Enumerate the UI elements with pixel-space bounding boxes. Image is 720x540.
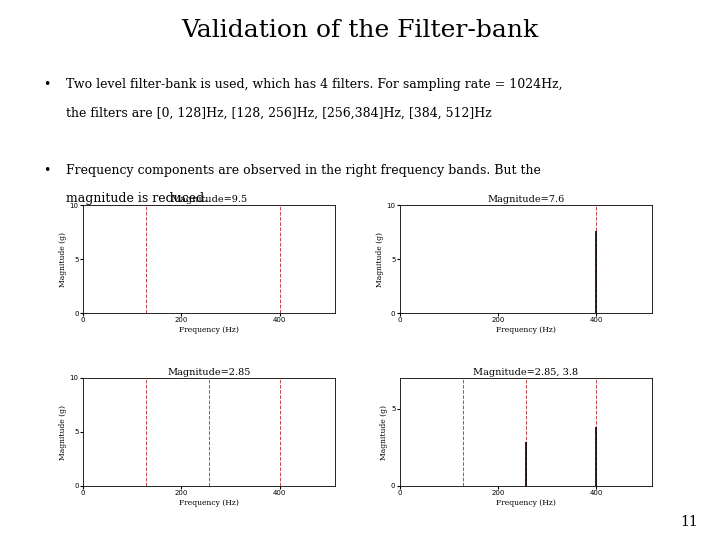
- X-axis label: Frequency (Hz): Frequency (Hz): [495, 499, 556, 507]
- X-axis label: Frequency (Hz): Frequency (Hz): [179, 326, 239, 334]
- Y-axis label: Magnitude (g): Magnitude (g): [59, 404, 67, 460]
- Text: •: •: [43, 164, 50, 177]
- Title: Magnitude=9.5: Magnitude=9.5: [170, 195, 248, 205]
- Text: Validation of the Filter-bank: Validation of the Filter-bank: [181, 19, 539, 42]
- Text: Frequency components are observed in the right frequency bands. But the: Frequency components are observed in the…: [66, 164, 541, 177]
- Title: Magnitude=2.85, 3.8: Magnitude=2.85, 3.8: [473, 368, 578, 377]
- Y-axis label: Magnitude (g): Magnitude (g): [59, 232, 67, 287]
- X-axis label: Frequency (Hz): Frequency (Hz): [179, 499, 239, 507]
- X-axis label: Frequency (Hz): Frequency (Hz): [495, 326, 556, 334]
- Text: 11: 11: [680, 515, 698, 529]
- Text: •: •: [43, 78, 50, 91]
- Title: Magnitude=7.6: Magnitude=7.6: [487, 195, 564, 205]
- Text: the filters are [0, 128]Hz, [128, 256]Hz, [256,384]Hz, [384, 512]Hz: the filters are [0, 128]Hz, [128, 256]Hz…: [66, 106, 492, 119]
- Text: Two level filter-bank is used, which has 4 filters. For sampling rate = 1024Hz,: Two level filter-bank is used, which has…: [66, 78, 563, 91]
- Y-axis label: Magnitude (g): Magnitude (g): [376, 232, 384, 287]
- Text: magnitude is reduced.: magnitude is reduced.: [66, 192, 208, 205]
- Title: Magnitude=2.85: Magnitude=2.85: [167, 368, 251, 377]
- Y-axis label: Magnitude (g): Magnitude (g): [380, 404, 388, 460]
